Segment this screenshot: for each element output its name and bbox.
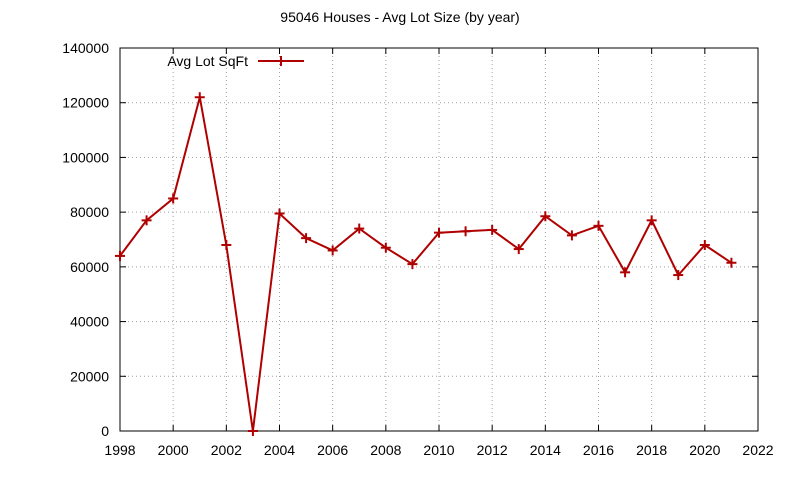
y-tick-label: 80000 — [70, 204, 109, 220]
series-line — [119, 96, 732, 432]
x-tick-label: 2020 — [689, 442, 720, 458]
x-tick-label: 2000 — [158, 442, 189, 458]
data-point — [487, 224, 498, 235]
data-point — [593, 220, 604, 231]
series-group — [115, 92, 737, 436]
x-tick-label: 2010 — [423, 442, 454, 458]
x-tick-label: 2018 — [636, 442, 667, 458]
data-point — [513, 244, 524, 255]
x-tick-label: 2006 — [317, 442, 348, 458]
data-point — [327, 245, 338, 256]
y-tick-label: 20000 — [70, 368, 109, 384]
data-point — [434, 227, 444, 238]
data-point — [673, 270, 684, 281]
data-point — [540, 211, 551, 222]
y-tick-label: 40000 — [70, 314, 109, 330]
x-tick-label: 2008 — [370, 442, 401, 458]
x-tick-label: 2002 — [211, 442, 242, 458]
plot-frame — [119, 47, 759, 432]
legend-label: Avg Lot SqFt — [167, 53, 248, 69]
y-tick-label: 100000 — [62, 149, 109, 165]
data-point — [699, 239, 710, 250]
x-tick-label: 2014 — [530, 442, 561, 458]
data-point — [194, 92, 205, 103]
x-tick-label: 1998 — [104, 442, 135, 458]
data-point — [168, 193, 179, 204]
data-point — [566, 230, 577, 241]
x-tick-label: 2012 — [477, 442, 508, 458]
axis-ticks — [119, 47, 759, 432]
data-point — [620, 267, 631, 278]
data-point — [274, 208, 285, 219]
grid-lines — [120, 48, 758, 431]
data-point — [221, 239, 232, 250]
tick-labels: 0 20000 40000 60000 80000 100000 120000 140000 1… — [62, 40, 773, 458]
legend: Avg Lot SqFt — [167, 53, 304, 69]
x-tick-label: 2016 — [583, 442, 614, 458]
x-tick-label: 2004 — [264, 442, 295, 458]
data-point — [407, 259, 418, 270]
data-point — [726, 257, 737, 268]
y-tick-label: 0 — [101, 423, 109, 439]
data-point — [380, 242, 391, 253]
data-point — [247, 426, 258, 436]
chart-title: 95046 Houses - Avg Lot Size (by year) — [280, 9, 519, 25]
y-tick-label: 120000 — [62, 95, 109, 111]
data-point — [141, 215, 152, 226]
data-point — [460, 226, 471, 237]
data-point — [115, 250, 125, 261]
y-tick-label: 60000 — [70, 259, 109, 275]
x-tick-label: 2022 — [742, 442, 773, 458]
y-tick-label: 140000 — [62, 40, 109, 56]
data-point — [646, 215, 657, 226]
data-point — [354, 223, 365, 234]
data-point — [301, 233, 312, 244]
